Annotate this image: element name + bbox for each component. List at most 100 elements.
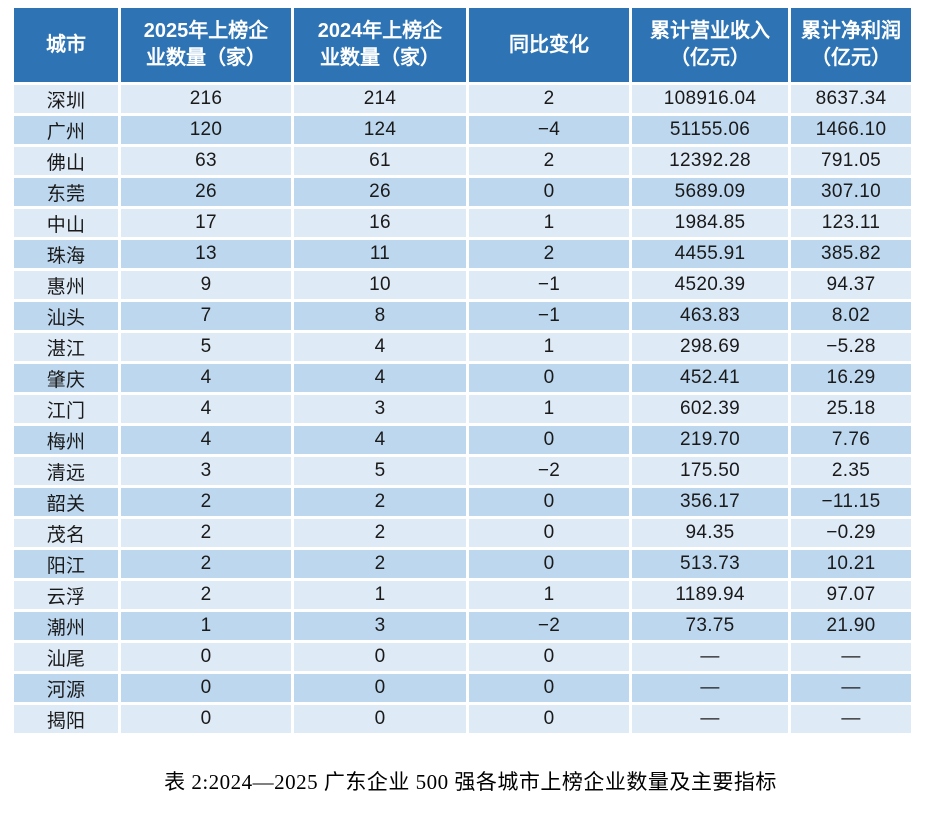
cell-yoy_change: 0 <box>469 550 629 578</box>
cell-total_net_profit: 8637.34 <box>791 85 911 113</box>
city-stats-table: 城市 2025年上榜企 业数量（家） 2024年上榜企 业数量（家） 同比变化 累计营业… <box>11 5 914 736</box>
cell-total_revenue: 51155.06 <box>632 116 788 144</box>
cell-total_net_profit: 1466.10 <box>791 116 911 144</box>
cell-count_2024: 0 <box>294 705 466 733</box>
cell-count_2024: 2 <box>294 488 466 516</box>
cell-yoy_change: 0 <box>469 178 629 206</box>
table-row: 广州 120 124 −4 51155.06 1466.10 <box>14 116 911 144</box>
cell-count_2025: 3 <box>121 457 291 485</box>
cell-count_2024: 2 <box>294 519 466 547</box>
cell-total_net_profit: 123.11 <box>791 209 911 237</box>
cell-count_2024: 0 <box>294 643 466 671</box>
cell-total_revenue: 108916.04 <box>632 85 788 113</box>
table-row: 肇庆 4 4 0 452.41 16.29 <box>14 364 911 392</box>
cell-total_revenue: 94.35 <box>632 519 788 547</box>
cell-total_net_profit: 16.29 <box>791 364 911 392</box>
cell-count_2024: 2 <box>294 550 466 578</box>
cell-count_2025: 26 <box>121 178 291 206</box>
cell-yoy_change: 2 <box>469 85 629 113</box>
cell-city: 佛山 <box>14 147 118 175</box>
table-row: 湛江 5 4 1 298.69 −5.28 <box>14 333 911 361</box>
cell-total_net_profit: 8.02 <box>791 302 911 330</box>
cell-count_2025: 5 <box>121 333 291 361</box>
column-header-total_net_profit: 累计净利润 （亿元） <box>791 8 911 82</box>
cell-count_2025: 0 <box>121 705 291 733</box>
cell-city: 河源 <box>14 674 118 702</box>
table-row: 东莞 26 26 0 5689.09 307.10 <box>14 178 911 206</box>
cell-city: 梅州 <box>14 426 118 454</box>
cell-yoy_change: −2 <box>469 457 629 485</box>
cell-city: 汕头 <box>14 302 118 330</box>
cell-count_2025: 2 <box>121 488 291 516</box>
cell-total_net_profit: 7.76 <box>791 426 911 454</box>
cell-total_revenue: 5689.09 <box>632 178 788 206</box>
cell-count_2025: 2 <box>121 519 291 547</box>
column-header-count_2024: 2024年上榜企 业数量（家） <box>294 8 466 82</box>
cell-total_revenue: — <box>632 705 788 733</box>
table-row: 韶关 2 2 0 356.17 −11.15 <box>14 488 911 516</box>
cell-total_revenue: 452.41 <box>632 364 788 392</box>
cell-yoy_change: 1 <box>469 209 629 237</box>
cell-count_2025: 4 <box>121 426 291 454</box>
cell-count_2025: 216 <box>121 85 291 113</box>
cell-city: 汕尾 <box>14 643 118 671</box>
cell-count_2025: 0 <box>121 643 291 671</box>
table-row: 清远 3 5 −2 175.50 2.35 <box>14 457 911 485</box>
cell-total_net_profit: — <box>791 674 911 702</box>
cell-count_2024: 11 <box>294 240 466 268</box>
cell-total_revenue: — <box>632 674 788 702</box>
cell-yoy_change: 0 <box>469 488 629 516</box>
table-row: 珠海 13 11 2 4455.91 385.82 <box>14 240 911 268</box>
cell-total_revenue: 298.69 <box>632 333 788 361</box>
table-row: 佛山 63 61 2 12392.28 791.05 <box>14 147 911 175</box>
cell-count_2025: 13 <box>121 240 291 268</box>
cell-yoy_change: 0 <box>469 643 629 671</box>
cell-total_net_profit: 791.05 <box>791 147 911 175</box>
cell-total_revenue: 12392.28 <box>632 147 788 175</box>
cell-yoy_change: 1 <box>469 333 629 361</box>
cell-count_2024: 16 <box>294 209 466 237</box>
cell-yoy_change: 0 <box>469 364 629 392</box>
cell-total_revenue: 1984.85 <box>632 209 788 237</box>
table-row: 汕头 7 8 −1 463.83 8.02 <box>14 302 911 330</box>
cell-count_2024: 124 <box>294 116 466 144</box>
cell-city: 中山 <box>14 209 118 237</box>
table-row: 深圳 216 214 2 108916.04 8637.34 <box>14 85 911 113</box>
cell-total_revenue: 356.17 <box>632 488 788 516</box>
cell-count_2025: 4 <box>121 364 291 392</box>
cell-city: 珠海 <box>14 240 118 268</box>
cell-yoy_change: −1 <box>469 302 629 330</box>
header-row: 城市 2025年上榜企 业数量（家） 2024年上榜企 业数量（家） 同比变化 累计营业… <box>14 8 911 82</box>
cell-total_revenue: 4455.91 <box>632 240 788 268</box>
table-row: 中山 17 16 1 1984.85 123.11 <box>14 209 911 237</box>
cell-yoy_change: 2 <box>469 147 629 175</box>
cell-total_net_profit: 307.10 <box>791 178 911 206</box>
cell-yoy_change: −4 <box>469 116 629 144</box>
cell-total_net_profit: −0.29 <box>791 519 911 547</box>
table-row: 阳江 2 2 0 513.73 10.21 <box>14 550 911 578</box>
table-row: 梅州 4 4 0 219.70 7.76 <box>14 426 911 454</box>
cell-count_2024: 0 <box>294 674 466 702</box>
cell-count_2024: 8 <box>294 302 466 330</box>
cell-count_2024: 4 <box>294 364 466 392</box>
table-row: 汕尾 0 0 0— — <box>14 643 911 671</box>
cell-total_revenue: 219.70 <box>632 426 788 454</box>
cell-total_revenue: 73.75 <box>632 612 788 640</box>
column-header-count_2025: 2025年上榜企 业数量（家） <box>121 8 291 82</box>
cell-count_2024: 3 <box>294 395 466 423</box>
cell-yoy_change: 2 <box>469 240 629 268</box>
cell-city: 肇庆 <box>14 364 118 392</box>
cell-total_revenue: 1189.94 <box>632 581 788 609</box>
cell-total_net_profit: 21.90 <box>791 612 911 640</box>
cell-total_revenue: 175.50 <box>632 457 788 485</box>
cell-count_2024: 10 <box>294 271 466 299</box>
cell-count_2024: 214 <box>294 85 466 113</box>
table-body: 深圳 216 214 2 108916.04 8637.34 广州 120 124 −4 51155… <box>14 85 911 733</box>
cell-total_revenue: — <box>632 643 788 671</box>
cell-count_2024: 26 <box>294 178 466 206</box>
table-row: 河源 0 0 0— — <box>14 674 911 702</box>
cell-city: 阳江 <box>14 550 118 578</box>
table-row: 江门 4 3 1 602.39 25.18 <box>14 395 911 423</box>
cell-count_2025: 2 <box>121 581 291 609</box>
